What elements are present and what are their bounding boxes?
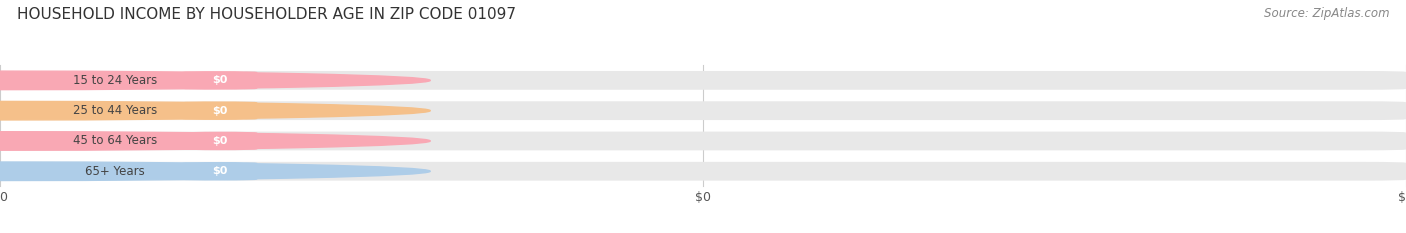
Text: HOUSEHOLD INCOME BY HOUSEHOLDER AGE IN ZIP CODE 01097: HOUSEHOLD INCOME BY HOUSEHOLDER AGE IN Z… [17,7,516,22]
Text: $0: $0 [0,191,8,204]
FancyBboxPatch shape [183,71,257,90]
Circle shape [0,162,430,181]
Text: $0: $0 [212,166,228,176]
FancyBboxPatch shape [6,71,246,90]
Text: 15 to 24 Years: 15 to 24 Years [73,74,157,87]
Circle shape [0,101,430,120]
Text: 25 to 44 Years: 25 to 44 Years [73,104,157,117]
Text: $0: $0 [695,191,711,204]
Text: $0: $0 [212,75,228,85]
FancyBboxPatch shape [183,101,257,120]
FancyBboxPatch shape [0,101,1406,120]
FancyBboxPatch shape [0,162,1406,181]
Text: $0: $0 [1398,191,1406,204]
FancyBboxPatch shape [183,132,257,150]
Text: 65+ Years: 65+ Years [86,165,145,178]
Text: $0: $0 [212,106,228,116]
FancyBboxPatch shape [0,71,1406,90]
FancyBboxPatch shape [183,162,257,181]
FancyBboxPatch shape [6,101,246,120]
Circle shape [0,71,430,90]
Text: 45 to 64 Years: 45 to 64 Years [73,134,157,147]
Text: $0: $0 [212,136,228,146]
FancyBboxPatch shape [0,132,1406,150]
FancyBboxPatch shape [6,132,246,150]
FancyBboxPatch shape [6,162,246,181]
Text: Source: ZipAtlas.com: Source: ZipAtlas.com [1264,7,1389,20]
Circle shape [0,132,430,150]
